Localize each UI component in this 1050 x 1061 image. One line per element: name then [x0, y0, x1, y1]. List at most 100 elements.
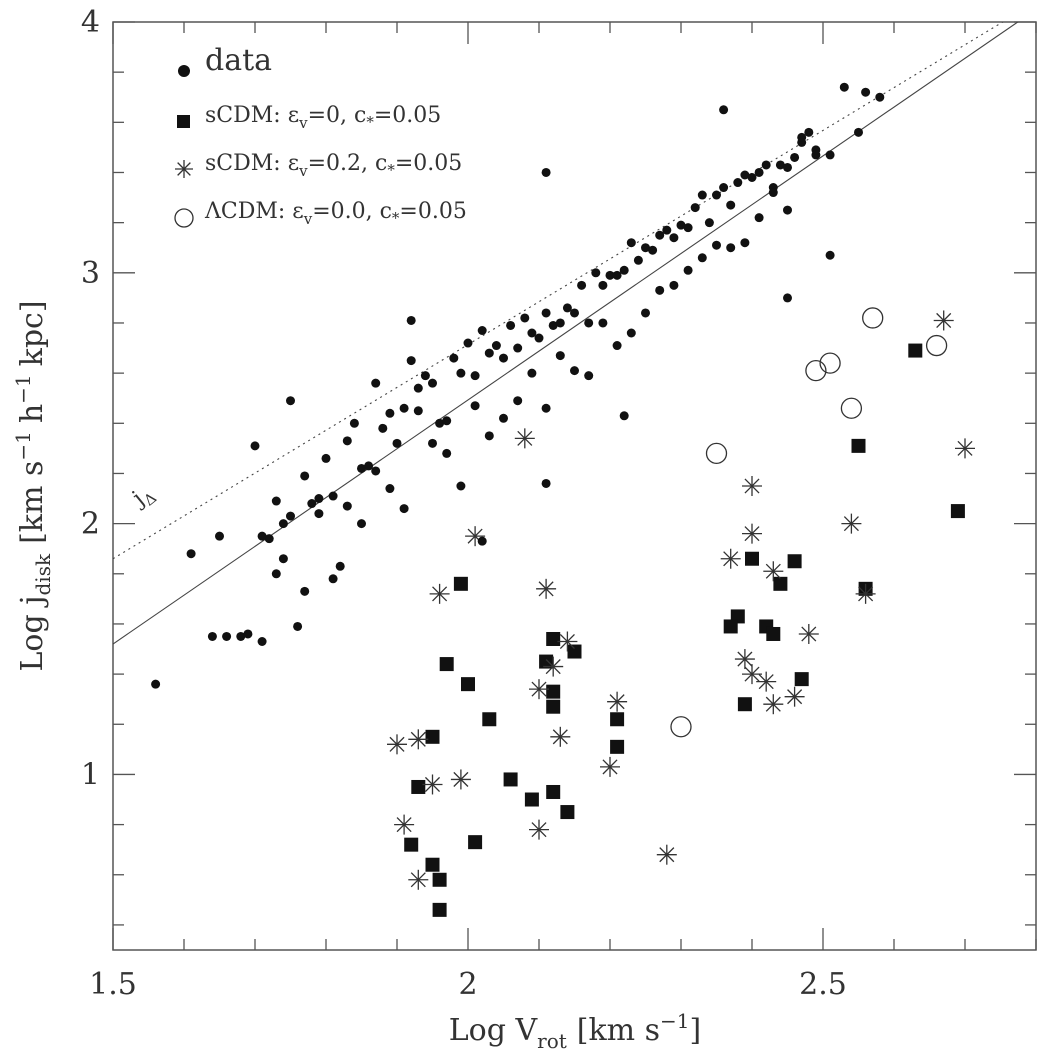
- data-point: [499, 413, 508, 423]
- data-point: [420, 371, 430, 381]
- data-point: [733, 178, 743, 188]
- scdm-star-point: [763, 694, 784, 715]
- data-point: [413, 383, 423, 393]
- legend-marker-star: [175, 160, 193, 178]
- scdm-square-point: [737, 697, 752, 712]
- data-point: [399, 504, 409, 514]
- scdm-star-point: [408, 869, 429, 890]
- y-tick-label: 1: [81, 757, 100, 792]
- data-point: [783, 162, 792, 172]
- data-point: [371, 466, 381, 476]
- scdm-square-point: [950, 504, 965, 519]
- data-point: [357, 463, 366, 473]
- data-point: [641, 308, 650, 318]
- x-tick-label: 2.5: [799, 967, 847, 1002]
- data-point: [584, 371, 594, 381]
- plot-frame: [112, 21, 1037, 951]
- data-point: [690, 203, 700, 213]
- data-point: [804, 127, 814, 137]
- data-point: [612, 341, 622, 351]
- legend-label-lcdm: ΛCDM: εv=0.0, c*=0.05: [204, 199, 467, 228]
- data-point: [442, 416, 452, 426]
- data-point: [676, 220, 686, 230]
- scdm-square-point: [539, 654, 554, 669]
- scdm-square-point: [546, 699, 561, 714]
- lcdm-circle-point: [670, 716, 692, 738]
- data-point: [768, 188, 778, 198]
- data-point: [669, 280, 679, 290]
- data-point: [491, 341, 501, 351]
- data-point: [747, 173, 757, 183]
- scdm-star-point: [734, 649, 755, 670]
- data-point: [790, 152, 800, 162]
- scdm-star-point: [720, 548, 741, 569]
- scdm-square-point: [468, 835, 483, 850]
- axis-ticks: [112, 21, 1037, 950]
- data-point: [555, 318, 565, 328]
- y-tick-label: 3: [81, 256, 100, 291]
- scdm-star-point: [387, 734, 407, 755]
- data-point: [484, 348, 494, 358]
- data-point: [342, 501, 352, 511]
- data-point: [236, 631, 246, 641]
- data-point: [286, 396, 295, 406]
- scdm-square-point: [482, 712, 497, 727]
- data-point: [470, 401, 480, 411]
- data-point: [598, 280, 608, 290]
- data-point: [392, 438, 402, 448]
- scdm-star-point: [536, 578, 557, 599]
- scdm-square-point: [745, 551, 759, 566]
- scdm-star-point: [550, 726, 571, 747]
- data-point: [264, 534, 274, 544]
- scdm-star-point: [394, 814, 415, 835]
- data-point: [626, 238, 636, 248]
- data-point: [854, 127, 863, 137]
- data-point: [740, 238, 750, 248]
- data-point: [243, 629, 253, 639]
- scdm-square-point: [461, 677, 475, 692]
- data-point: [215, 531, 224, 541]
- data-point: [385, 408, 395, 418]
- scdm-square-point: [773, 576, 788, 591]
- data-point: [513, 396, 523, 406]
- data-point: [470, 371, 480, 381]
- data-point: [364, 461, 374, 471]
- scdm-star-point: [514, 428, 535, 449]
- data-point: [328, 491, 338, 501]
- scdm-square-point: [546, 684, 561, 699]
- data-point: [719, 105, 729, 115]
- scdm-star-point: [784, 686, 805, 707]
- data-point: [697, 253, 707, 263]
- scdm-star-point: [422, 774, 443, 795]
- data-point: [555, 351, 565, 361]
- data-point: [520, 313, 530, 323]
- data-point: [222, 631, 232, 641]
- scdm-star-point: [600, 756, 620, 777]
- data-point: [633, 255, 643, 265]
- scdm-square-point: [560, 805, 575, 820]
- data-point: [562, 303, 572, 313]
- data-point: [797, 132, 807, 142]
- scdm-square-point: [851, 438, 866, 453]
- x-axis-label: Log Vrot [km s−1]: [449, 1009, 702, 1053]
- data-point: [541, 403, 551, 413]
- scdm-square-point: [723, 619, 738, 634]
- data-point: [612, 270, 622, 280]
- scdm-square-point: [794, 672, 809, 687]
- data-point: [321, 453, 331, 463]
- lcdm-circle-point: [819, 352, 841, 374]
- scdm-star-point: [529, 679, 549, 700]
- data-point: [357, 519, 366, 529]
- data-point: [278, 554, 288, 564]
- scdm-star-point: [933, 310, 954, 331]
- data-point: [406, 356, 416, 366]
- data-point: [186, 549, 196, 559]
- data-point: [712, 190, 721, 200]
- scdm-star-point: [742, 523, 762, 544]
- data-point: [825, 250, 835, 260]
- data-point: [151, 679, 161, 689]
- scdm-square-point: [787, 554, 802, 569]
- data-point: [726, 200, 736, 210]
- data-point: [513, 343, 523, 353]
- tick-labels: 1.5 2 2.5 1 2 3 4: [81, 5, 847, 1002]
